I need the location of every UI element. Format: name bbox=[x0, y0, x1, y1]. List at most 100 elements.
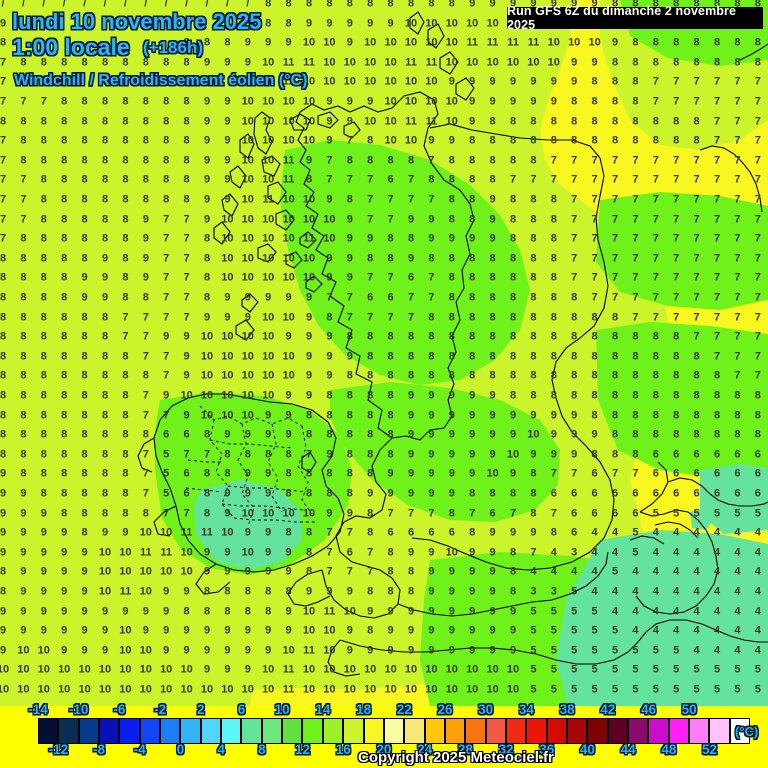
grid-value: 7 bbox=[428, 291, 435, 304]
legend-swatch[interactable] bbox=[668, 718, 689, 744]
grid-value: 9 bbox=[305, 291, 313, 304]
grid-value: 10 bbox=[425, 75, 438, 88]
legend-swatch[interactable] bbox=[424, 718, 445, 744]
legend-swatch[interactable] bbox=[139, 718, 161, 744]
grid-value: 8 bbox=[509, 565, 517, 578]
grid-value: 7 bbox=[673, 193, 680, 206]
grid-value: 8 bbox=[81, 467, 88, 480]
grid-value: 8 bbox=[509, 271, 517, 284]
grid-value: 4 bbox=[734, 624, 741, 637]
grid-value: 10 bbox=[200, 369, 214, 382]
legend-swatch[interactable] bbox=[709, 718, 730, 744]
legend-swatch[interactable] bbox=[485, 718, 506, 744]
grid-value: / bbox=[21, 0, 25, 10]
grid-value: 10 bbox=[119, 624, 132, 637]
grid-value: 8 bbox=[693, 389, 700, 402]
legend-swatch[interactable] bbox=[729, 718, 751, 744]
grid-value: 7 bbox=[632, 193, 639, 206]
legend-swatch[interactable] bbox=[505, 718, 527, 744]
grid-value: 8 bbox=[367, 507, 374, 520]
grid-value: 8 bbox=[591, 95, 598, 108]
map-canvas[interactable]: / / / / / / / / / / / //8 8 8 8 8 8 8 8 8 8 9 9 9 9 9 9 9 8 8 8 8 8 8 8 8 9 8… bbox=[0, 0, 768, 706]
legend-swatch[interactable] bbox=[78, 718, 100, 744]
legend-swatch[interactable] bbox=[221, 718, 242, 744]
legend-swatch[interactable] bbox=[526, 718, 547, 744]
grid-value: 10 bbox=[221, 526, 234, 539]
grid-value: 9 bbox=[346, 585, 353, 598]
grid-value: 5 bbox=[163, 487, 170, 500]
grid-value: 7 bbox=[652, 154, 659, 167]
legend-swatch[interactable] bbox=[566, 718, 588, 744]
grid-value: 8 bbox=[265, 605, 272, 618]
grid-value: 9 bbox=[428, 644, 435, 657]
legend-swatch[interactable] bbox=[383, 718, 405, 744]
legend-swatch[interactable] bbox=[627, 718, 649, 744]
legend-swatch[interactable] bbox=[261, 718, 283, 744]
grid-value: 9 bbox=[203, 644, 211, 657]
grid-value: 9 bbox=[305, 330, 313, 343]
color-scale-bar[interactable] bbox=[38, 718, 751, 744]
legend-swatch[interactable] bbox=[546, 718, 567, 744]
legend-swatch[interactable] bbox=[119, 718, 140, 744]
legend-swatch[interactable] bbox=[689, 718, 710, 744]
legend-swatch[interactable] bbox=[38, 718, 59, 744]
grid-value: 9 bbox=[0, 507, 7, 520]
grid-value: / bbox=[103, 0, 107, 10]
grid-value: 11 bbox=[282, 154, 295, 167]
legend-swatch[interactable] bbox=[322, 718, 344, 744]
grid-value: 9 bbox=[407, 546, 415, 559]
grid-value: 5 bbox=[632, 683, 639, 696]
grid-value: 8 bbox=[611, 311, 619, 324]
legend-swatch[interactable] bbox=[648, 718, 669, 744]
grid-value: 10 bbox=[241, 95, 254, 108]
grid-value: 8 bbox=[122, 134, 129, 147]
legend-swatch[interactable] bbox=[282, 718, 303, 744]
legend-swatch[interactable] bbox=[200, 718, 222, 744]
grid-value: 4 bbox=[673, 565, 680, 578]
legend-swatch[interactable] bbox=[58, 718, 79, 744]
legend-swatch[interactable] bbox=[444, 718, 466, 744]
grid-value: 6 bbox=[550, 487, 557, 500]
grid-value: 5 bbox=[530, 624, 537, 637]
grid-value: 4 bbox=[632, 565, 639, 578]
grid-value: 9 bbox=[101, 526, 109, 539]
grid-value: 5 bbox=[673, 644, 680, 657]
grid-value: 10 bbox=[221, 252, 234, 265]
grid-value: 9 bbox=[428, 487, 435, 500]
legend-swatch[interactable] bbox=[302, 718, 323, 744]
grid-value: / bbox=[62, 0, 66, 10]
legend-swatch[interactable] bbox=[180, 718, 201, 744]
grid-value: 9 bbox=[101, 605, 109, 618]
legend-swatch[interactable] bbox=[160, 718, 181, 744]
legend-swatch[interactable] bbox=[99, 718, 120, 744]
grid-value: 6 bbox=[407, 271, 415, 284]
legend-swatch[interactable] bbox=[241, 718, 262, 744]
legend-swatch[interactable] bbox=[465, 718, 486, 744]
grid-value: 7 bbox=[0, 193, 7, 206]
legend-swatch[interactable] bbox=[587, 718, 608, 744]
grid-value: 8 bbox=[183, 134, 190, 147]
legend-tick-label: 34 bbox=[518, 702, 534, 717]
grid-value: 9 bbox=[285, 409, 292, 422]
grid-value: 4 bbox=[734, 644, 741, 657]
grid-value: 8 bbox=[530, 467, 537, 480]
grid-value: 8 bbox=[469, 173, 476, 186]
legend-swatch[interactable] bbox=[404, 718, 425, 744]
grid-value: 10 bbox=[445, 115, 458, 128]
grid-value: 9 bbox=[469, 409, 476, 422]
grid-value: 8 bbox=[509, 350, 517, 363]
grid-value: 7 bbox=[122, 330, 129, 343]
grid-value: 9 bbox=[224, 95, 231, 108]
grid-value: 9 bbox=[407, 467, 415, 480]
grid-value: 8 bbox=[183, 605, 190, 618]
grid-value: 9 bbox=[142, 271, 149, 284]
grid-value: 8 bbox=[530, 311, 537, 324]
legend-swatch[interactable] bbox=[343, 718, 364, 744]
band-4c-benelux bbox=[556, 530, 768, 706]
grid-value: 9 bbox=[163, 605, 170, 618]
legend-swatch[interactable] bbox=[363, 718, 384, 744]
grid-value: 9 bbox=[428, 565, 435, 578]
legend-swatch[interactable] bbox=[607, 718, 628, 744]
grid-value: 11 bbox=[405, 115, 417, 128]
grid-value: 4 bbox=[591, 585, 598, 598]
